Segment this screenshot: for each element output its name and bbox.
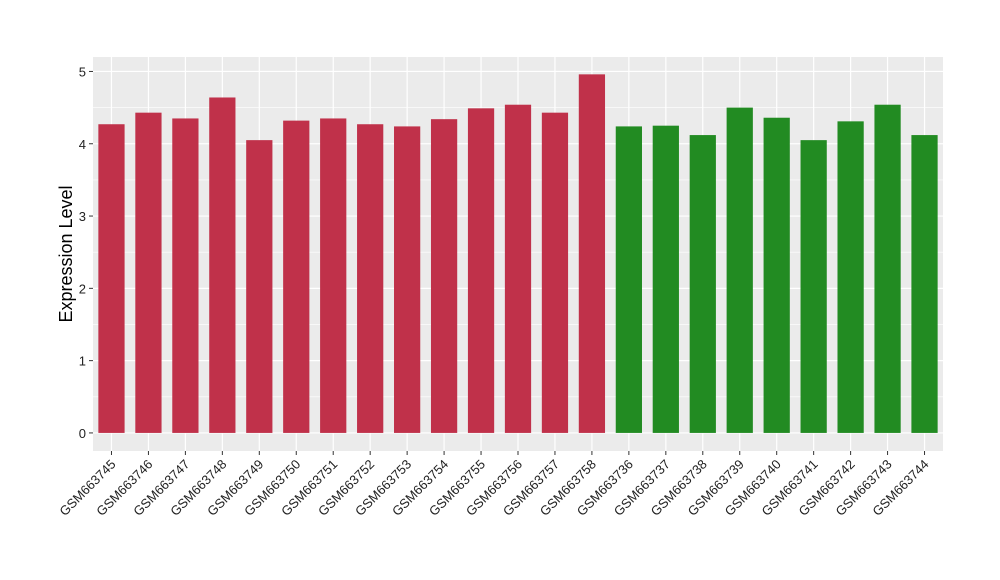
- y-tick-label: 5: [79, 64, 86, 79]
- bar-GSM663753: [394, 126, 421, 433]
- bar-GSM663758: [578, 74, 606, 433]
- y-axis-label: Expression Level: [56, 185, 76, 322]
- bar-GSM663750: [283, 120, 310, 433]
- bar-GSM663741: [800, 140, 827, 433]
- bar-GSM663744: [911, 135, 938, 433]
- y-tick-label: 0: [79, 426, 86, 441]
- bar-GSM663745: [98, 124, 125, 433]
- bar-GSM663742: [837, 121, 864, 433]
- bar-GSM663755: [467, 108, 495, 433]
- bar-GSM663751: [320, 118, 347, 433]
- bar-GSM663746: [135, 112, 162, 433]
- bar-GSM663738: [689, 135, 716, 433]
- bar-GSM663737: [652, 125, 679, 433]
- bar-GSM663743: [874, 104, 901, 433]
- bar-GSM663748: [209, 97, 236, 433]
- bar-GSM663736: [615, 126, 642, 433]
- bar-GSM663740: [763, 117, 790, 433]
- bar-GSM663739: [726, 107, 753, 433]
- bar-GSM663747: [172, 118, 199, 433]
- y-tick-label: 2: [79, 281, 86, 296]
- y-tick-label: 4: [79, 137, 86, 152]
- bar-GSM663752: [357, 124, 384, 433]
- bar-GSM663754: [430, 119, 458, 433]
- y-tick-label: 3: [79, 209, 86, 224]
- bar-GSM663757: [541, 112, 569, 433]
- bar-GSM663749: [246, 140, 273, 433]
- bar-GSM663756: [504, 104, 532, 433]
- y-tick-label: 1: [79, 354, 86, 369]
